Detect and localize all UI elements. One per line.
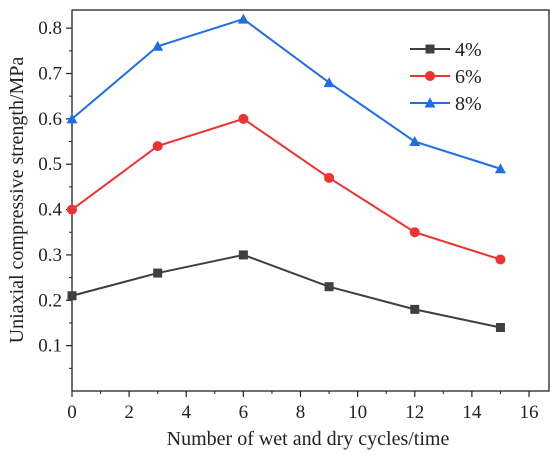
series-layer [66,13,506,332]
y-axis-title: Uniaxial compressive strength/MPa [6,57,28,344]
legend-entry: 6% [410,66,482,88]
x-tick-label: 14 [462,402,482,423]
y-axis-ticks: 0.1 0.2 0.3 0.4 0.5 0.6 0.7 0.8 [38,18,72,369]
y-tick-label: 0.4 [38,200,62,221]
x-tick-label: 4 [182,402,192,423]
data-point-triangle [66,113,78,124]
data-point-square [324,282,334,292]
data-point-triangle [152,40,164,51]
legend-label: 8% [455,93,482,115]
series-line [71,17,501,170]
data-point-square [495,323,505,332]
data-point-circle [495,254,506,265]
y-tick-label: 0.6 [38,109,62,130]
data-point-square [67,291,77,301]
data-point-circle [238,113,249,124]
x-tick-label: 16 [520,402,539,423]
x-tick-label: 12 [405,402,424,423]
data-point-square [410,304,420,314]
series-4% [67,250,505,332]
series-line [71,253,501,329]
x-tick-label: 0 [67,402,77,423]
series-8% [66,13,506,174]
legend-marker-triangle [424,97,436,108]
series-6% [67,113,506,265]
data-point-triangle [409,136,421,147]
series-line [71,117,501,261]
y-tick-label: 0.1 [38,336,62,357]
plot-frame [71,9,550,392]
x-tick-label: 10 [348,402,367,423]
legend-marker-circle [425,71,435,81]
legend-entry: 4% [410,39,482,61]
data-point-triangle [237,13,249,24]
x-tick-label: 8 [296,402,306,423]
data-point-square [153,268,163,278]
y-tick-label: 0.8 [38,18,62,39]
data-point-circle [67,204,77,215]
data-point-circle [152,141,163,152]
data-point-circle [324,172,335,183]
y-tick-label: 0.5 [38,154,62,175]
legend-label: 6% [455,66,482,88]
x-tick-label: 2 [124,402,134,423]
y-tick-label: 0.3 [38,245,62,266]
y-tick-label: 0.7 [38,64,62,85]
x-axis-ticks: 0 2 4 6 8 10 12 14 16 [67,391,539,423]
legend-marker-square [425,44,435,54]
data-point-triangle [323,77,335,88]
data-point-triangle [494,163,506,174]
data-point-circle [409,227,420,238]
y-tick-label: 0.2 [38,290,62,311]
legend-entry: 8% [410,93,482,115]
x-axis-title: Number of wet and dry cycles/time [167,428,450,450]
data-point-square [238,250,248,260]
legend: 4% 6% 8% [410,39,482,115]
legend-label: 4% [455,39,482,61]
x-tick-label: 6 [239,402,249,423]
